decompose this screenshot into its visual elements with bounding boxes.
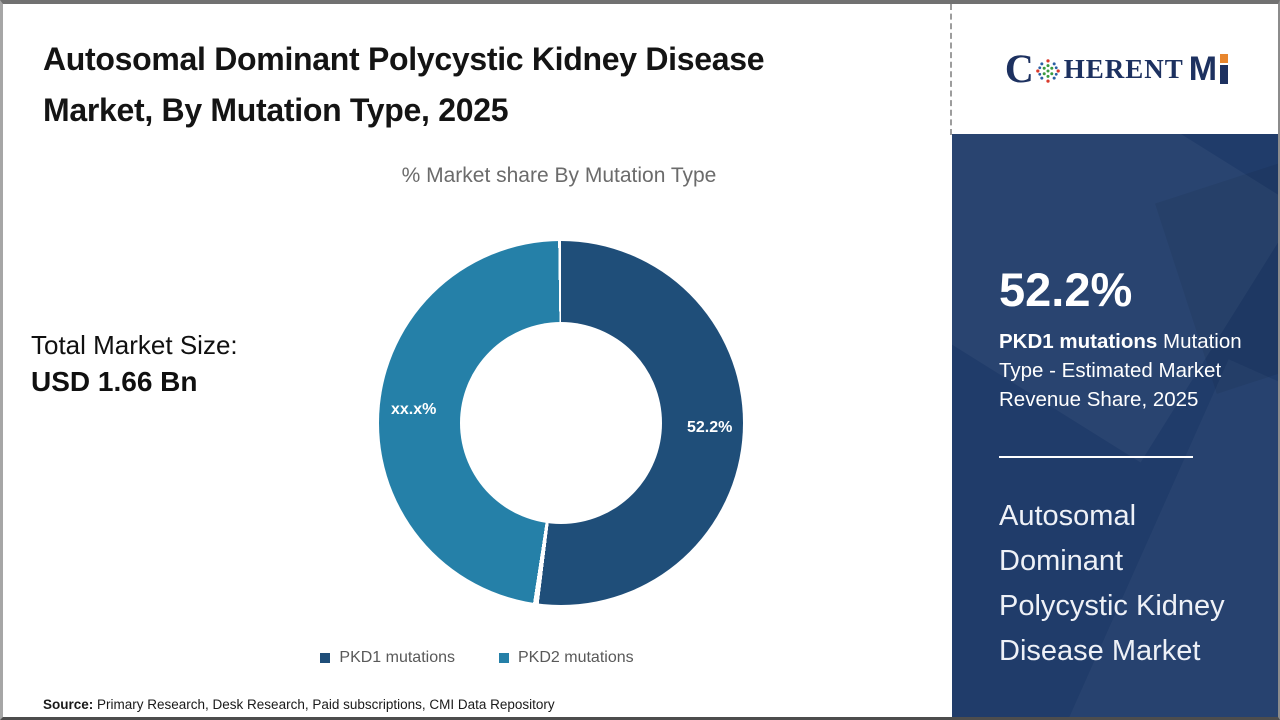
legend-swatch-pkd1-icon	[320, 653, 331, 663]
logo-letters-herent: HERENT	[1063, 53, 1184, 84]
sidebar: C	[952, 4, 1278, 717]
chart-legend: PKD1 mutations PKD2 mutations	[3, 649, 951, 667]
source-text: Primary Research, Desk Research, Paid su…	[93, 697, 555, 712]
logo-letter-m: M	[1188, 49, 1218, 88]
chart-subtitle: % Market share By Mutation Type	[401, 164, 717, 187]
donut-hole	[460, 322, 662, 524]
legend-label-pkd2: PKD2 mutations	[518, 649, 634, 666]
coherentmi-logo: C	[952, 4, 1278, 134]
total-market-size-value: USD 1.66 Bn	[31, 366, 198, 397]
source-line: Source: Primary Research, Desk Research,…	[43, 697, 555, 712]
page-title-line1: Autosomal Dominant Polycystic Kidney Dis…	[43, 41, 765, 77]
total-market-size: Total Market Size: USD 1.66 Bn	[31, 328, 238, 402]
sidebar-market-name: Autosomal Dominant Polycystic Kidney Dis…	[999, 500, 1225, 667]
legend-item-pkd1: PKD1 mutations	[320, 649, 455, 667]
legend-item-pkd2: PKD2 mutations	[499, 649, 634, 667]
page-title-line2: Market, By Mutation Type, 2025	[43, 92, 509, 128]
slice-label-pkd1: 52.2%	[687, 419, 733, 436]
sidebar-stat-value: 52.2%	[999, 263, 1133, 316]
source-label: Source:	[43, 697, 94, 712]
sidebar-navy-panel: 52.2% PKD1 mutations Mutation Type - Est…	[952, 134, 1278, 717]
dashed-divider	[950, 4, 952, 135]
legend-swatch-pkd2-icon	[499, 653, 509, 663]
logo-letter-i-icon	[1220, 54, 1229, 84]
donut-chart: 52.2% xx.x%	[379, 241, 743, 605]
sidebar-stat-segment: PKD1 mutations	[999, 330, 1158, 353]
sidebar-divider	[999, 456, 1193, 458]
coherentmi-logo-lockup: C	[1004, 46, 1229, 91]
coherent-globe-icon	[1035, 59, 1060, 83]
sidebar-stat-description: PKD1 mutations Mutation Type - Estimated…	[999, 327, 1264, 414]
page-title: Autosomal Dominant Polycystic Kidney Dis…	[43, 34, 923, 136]
sidebar-stat-rest: Mutation Type - Estimated Market Revenue…	[999, 330, 1242, 411]
total-market-size-label: Total Market Size:	[31, 330, 238, 360]
logo-letter-c: C	[1004, 46, 1034, 91]
legend-label-pkd1: PKD1 mutations	[339, 649, 455, 666]
slice-label-pkd2: xx.x%	[391, 401, 437, 418]
